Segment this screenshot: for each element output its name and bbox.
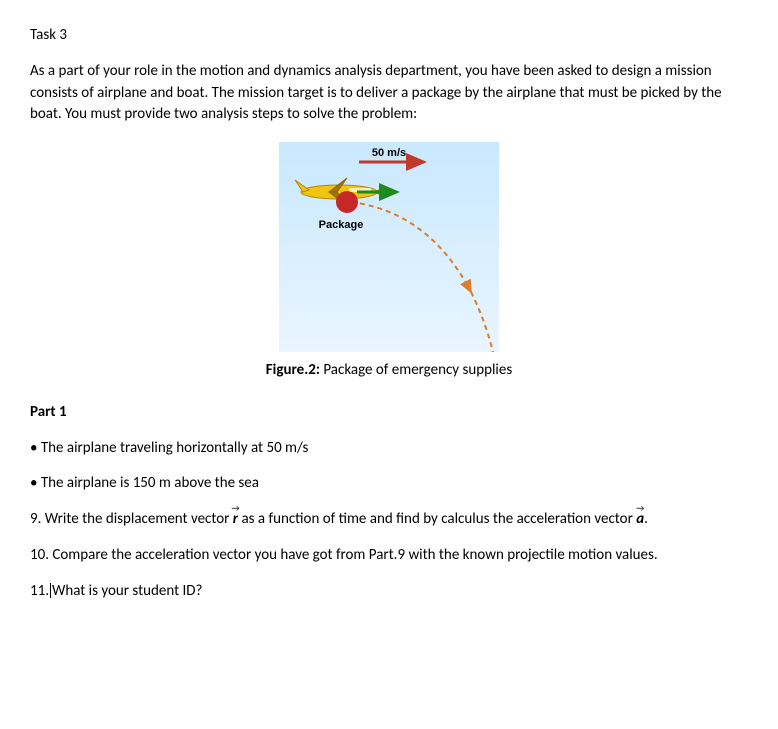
q9-text-a: 9. Write the displacement vector [30, 510, 233, 528]
caption-rest: Package of emergency supplies [320, 361, 512, 379]
bullet-1: • The airplane traveling horizontally at… [30, 438, 748, 460]
vector-a: a→ [636, 510, 644, 528]
figure-svg: 50 m/s Package [279, 142, 499, 352]
question-11: 11.What is your student ID? [30, 581, 748, 603]
package-label: Package [319, 219, 364, 231]
speed-label: 50 m/s [372, 147, 406, 159]
q9-text-c: . [644, 510, 648, 528]
q9-text-b: as a function of time and find by calcul… [238, 510, 636, 528]
package-dot [336, 191, 358, 213]
bullet-2: • The airplane is 150 m above the sea [30, 473, 748, 495]
part1-heading: Part 1 [30, 402, 748, 424]
intro-paragraph: As a part of your role in the motion and… [30, 61, 748, 126]
question-10: 10. Compare the acceleration vector you … [30, 545, 748, 567]
text-cursor [50, 583, 51, 598]
figure-container: 50 m/s Package [30, 142, 748, 352]
vector-r: r→ [233, 510, 238, 528]
q11-text: What is your student ID? [52, 582, 202, 600]
question-9: 9. Write the displacement vector r→ as a… [30, 509, 748, 531]
task-heading: Task 3 [30, 25, 748, 47]
figure-caption: Figure.2: Package of emergency supplies [30, 360, 748, 382]
caption-bold: Figure.2: [266, 361, 320, 379]
